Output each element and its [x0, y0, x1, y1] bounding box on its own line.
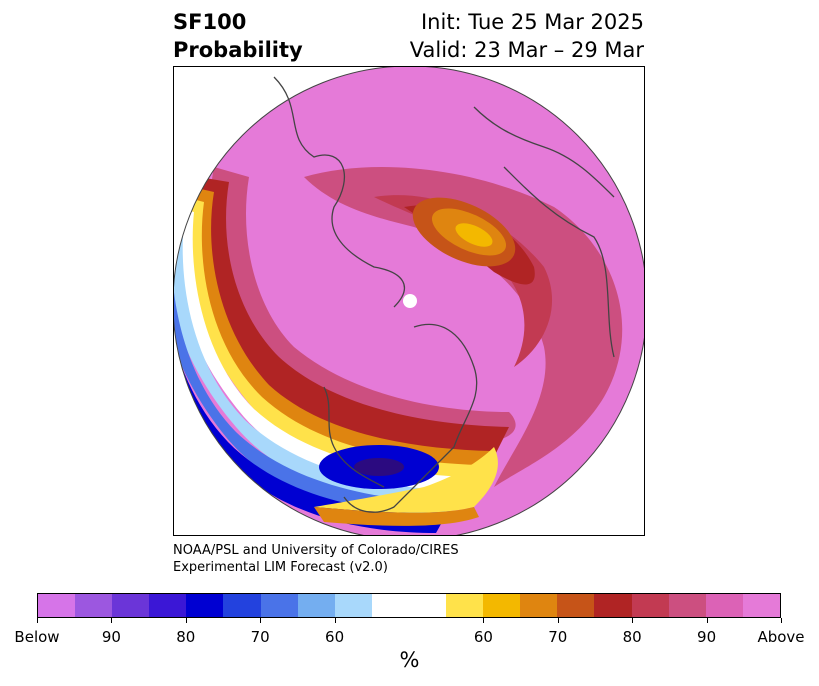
colorbar-segment	[631, 594, 669, 617]
title-line-1: SF100	[173, 10, 247, 34]
colorbar-tick	[781, 618, 782, 623]
colorbar-tick-label: 80	[176, 628, 196, 646]
map-title: SF100 Probability	[173, 8, 303, 64]
colorbar	[37, 593, 781, 618]
colorbar-ticks: Below 90 80 70 60 60 70 80 90 Above	[14, 618, 805, 648]
colorbar-segment	[149, 594, 187, 617]
forecast-dates: Init: Tue 25 Mar 2025 Valid: 23 Mar – 29…	[410, 8, 644, 64]
colorbar-segment	[38, 594, 76, 617]
colorbar-tick	[334, 618, 336, 623]
colorbar-segment	[408, 594, 447, 617]
colorbar-segment	[446, 594, 484, 617]
colorbar-tick	[557, 618, 559, 623]
colorbar-segment	[557, 594, 595, 617]
colorbar-segment	[297, 594, 335, 617]
colorbar-tick	[111, 618, 113, 623]
colorbar-segment	[223, 594, 261, 617]
colorbar-segment	[483, 594, 521, 617]
colorbar-tick-label: 70	[250, 628, 270, 646]
colorbar-tick-label: 70	[548, 628, 568, 646]
colorbar-segment	[742, 594, 780, 617]
polar-projection-svg	[174, 67, 644, 535]
credit-line-1: NOAA/PSL and University of Colorado/CIRE…	[173, 543, 459, 558]
probability-shading	[174, 67, 644, 535]
colorbar-tick	[706, 618, 708, 623]
colorbar-segment	[371, 594, 409, 617]
colorbar-tick	[260, 618, 262, 623]
colorbar-segment	[520, 594, 558, 617]
colorbar-segment	[334, 594, 372, 617]
title-line-2: Probability	[173, 38, 303, 62]
colorbar-unit: %	[399, 648, 420, 672]
colorbar-tick-label: 80	[622, 628, 642, 646]
colorbar-tick-label: Above	[757, 628, 805, 646]
colorbar-tick	[37, 618, 38, 623]
data-credit: NOAA/PSL and University of Colorado/CIRE…	[173, 542, 459, 576]
colorbar-tick-label: 60	[473, 628, 493, 646]
valid-range: Valid: 23 Mar – 29 Mar	[409, 38, 644, 62]
colorbar-tick-label: Below	[14, 628, 60, 646]
colorbar-tick	[185, 618, 187, 623]
init-date: Init: Tue 25 Mar 2025	[420, 10, 644, 34]
colorbar-tick-label: 90	[697, 628, 717, 646]
colorbar-tick	[632, 618, 634, 623]
colorbar-segment	[668, 594, 706, 617]
colorbar-segment	[112, 594, 150, 617]
colorbar-segment	[75, 594, 113, 617]
coastlines	[273, 76, 615, 513]
credit-line-2: Experimental LIM Forecast (v2.0)	[173, 560, 388, 575]
colorbar-tick-label: 60	[325, 628, 345, 646]
colorbar-segment	[260, 594, 298, 617]
colorbar-tick-label: 90	[101, 628, 121, 646]
colorbar-tick	[483, 618, 485, 623]
colorbar-segment	[705, 594, 743, 617]
polar-map	[173, 66, 645, 536]
colorbar-segment	[186, 594, 224, 617]
colorbar-segment	[594, 594, 632, 617]
